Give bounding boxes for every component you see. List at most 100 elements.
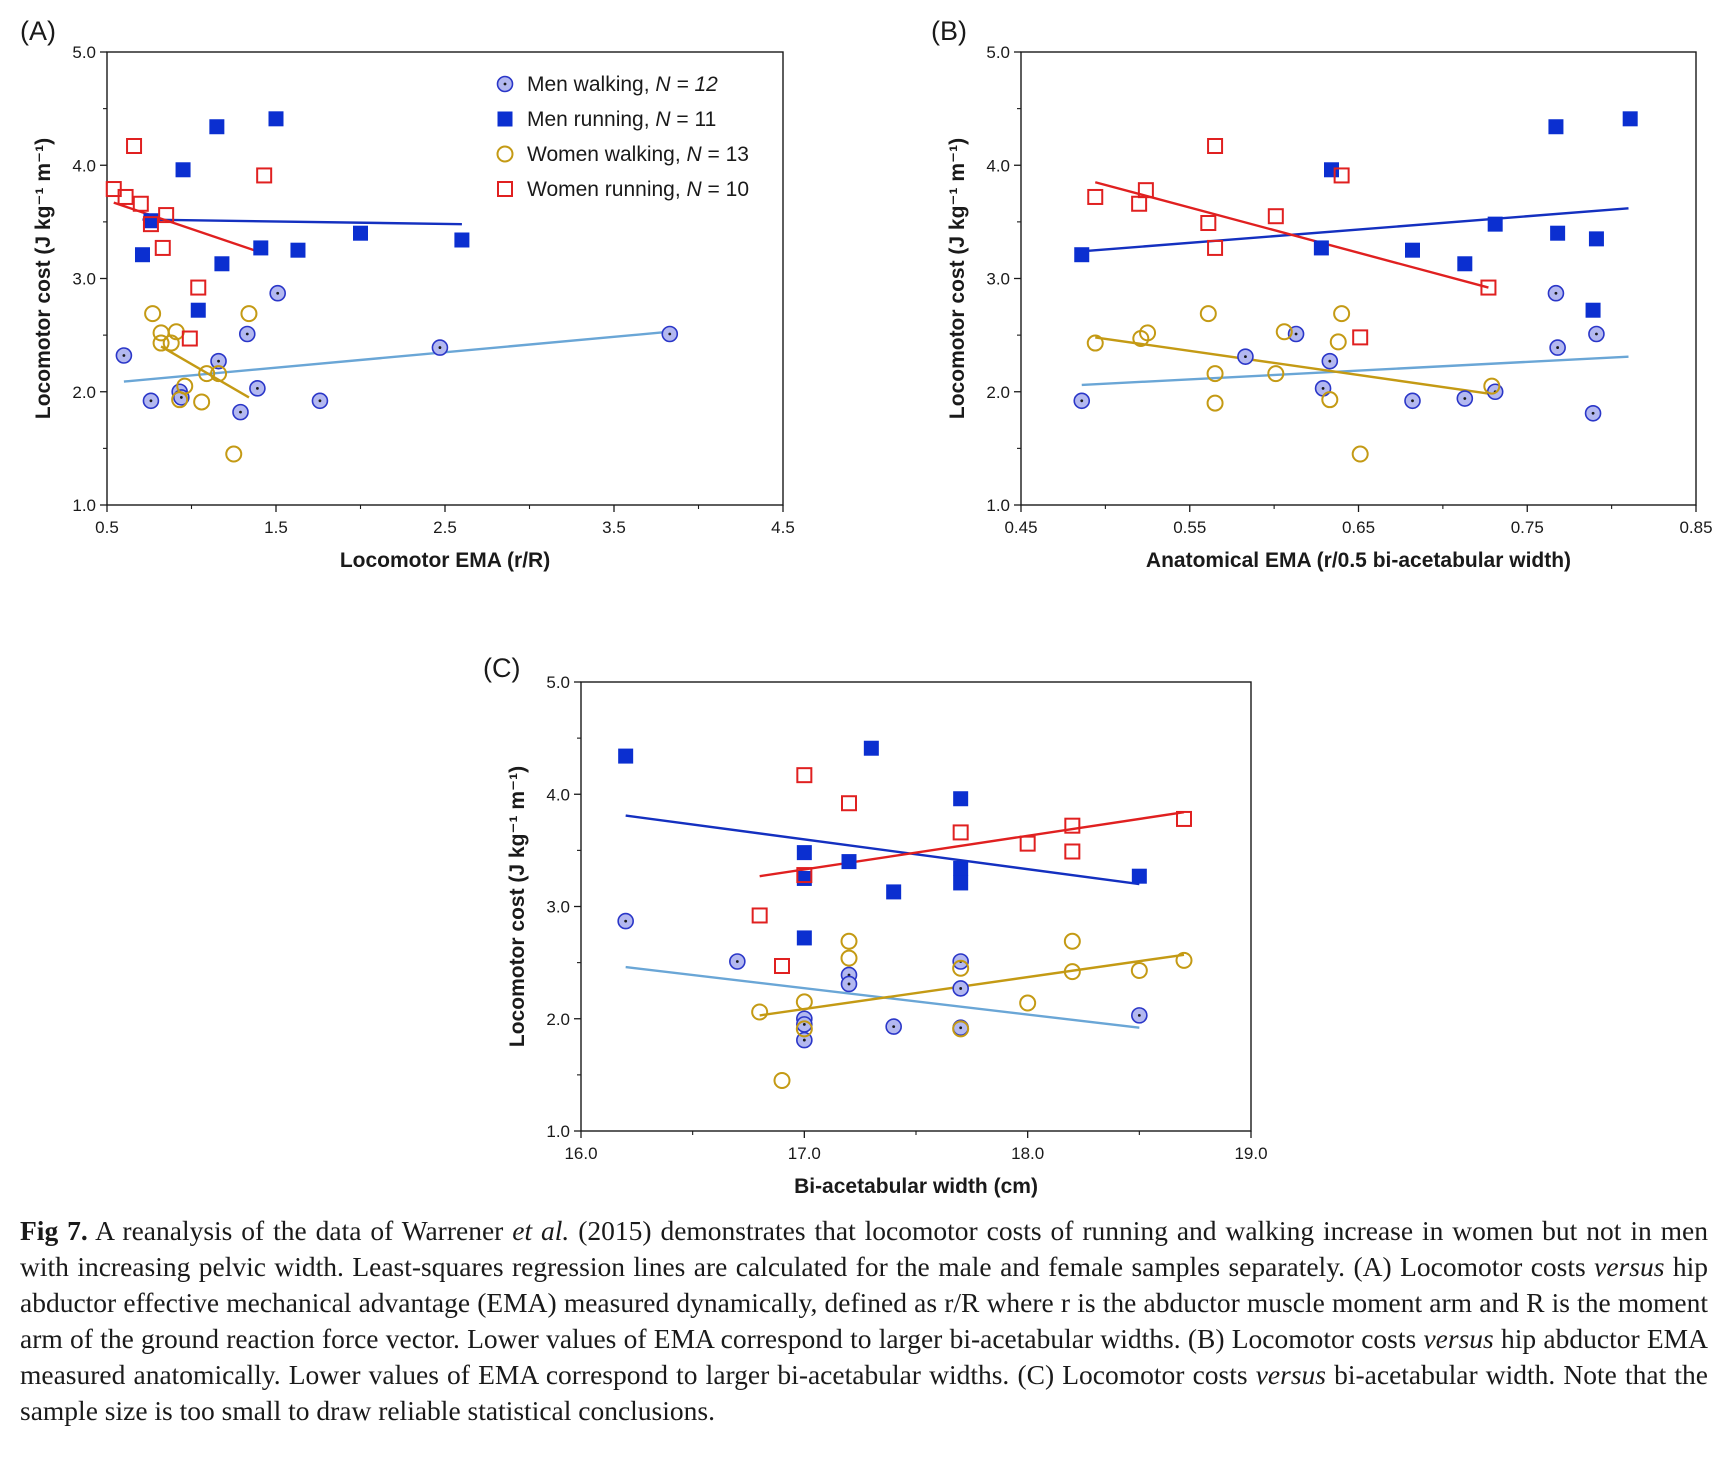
legend-n-label: N xyxy=(655,108,671,131)
men-running-point xyxy=(190,302,206,318)
y-tick-label: 4.0 xyxy=(546,785,570,804)
men-walking-point-dot xyxy=(239,410,242,414)
women-walking-point xyxy=(167,323,185,341)
women-walking-point xyxy=(751,1003,769,1021)
women-walking-point xyxy=(198,365,216,383)
men-walking-point-dot xyxy=(847,973,851,977)
men-walking-point-dot xyxy=(668,332,672,336)
men-walking-point-dot xyxy=(1591,411,1595,415)
women-running-point xyxy=(154,239,171,256)
men-running-point xyxy=(953,860,969,876)
legend-label: Men running, N = 11 xyxy=(527,108,716,131)
women-walking-point xyxy=(1267,365,1285,383)
women-walking-point xyxy=(1206,365,1224,383)
panel-label: (C) xyxy=(483,653,520,683)
figure-caption: Fig 7. A reanalysis of the data of Warre… xyxy=(20,1213,1708,1429)
women-walking-point xyxy=(1206,394,1224,412)
men-walking-point-dot xyxy=(1321,386,1325,390)
men-walking-point-dot xyxy=(179,396,183,399)
women-walking-point xyxy=(1019,994,1037,1012)
men-running-point xyxy=(796,930,812,946)
men-walking-point-dot xyxy=(276,291,280,295)
x-tick-label: 4.5 xyxy=(771,518,795,537)
legend-n-label: N xyxy=(687,178,703,201)
legend-n-label: N xyxy=(655,73,671,96)
men-running-point xyxy=(143,213,159,229)
men-walking-point-dot xyxy=(1294,332,1298,336)
women-walking-point xyxy=(162,334,180,352)
caption-text-4: hip abductor EMA measured anatomically. … xyxy=(20,1323,1708,1390)
women-walking-point xyxy=(1139,324,1157,342)
women-running-point xyxy=(751,907,768,924)
men-running-point xyxy=(796,870,812,886)
women-running-point xyxy=(158,207,175,224)
women-running-point xyxy=(142,216,159,233)
women-walking-point xyxy=(1275,323,1293,341)
women-walking-point xyxy=(952,959,970,977)
women-running-point xyxy=(181,330,198,347)
women-running-point xyxy=(1064,817,1081,834)
chart-panel-1: 0.45 0.55 0.65 0.75 0.85 1.0 2.0 3.0 4.0 5.0 Anato… xyxy=(931,16,1713,572)
men-running-point xyxy=(1588,231,1604,247)
women-walking-point xyxy=(773,1071,791,1089)
women-walking-point xyxy=(225,445,243,463)
women-running-point xyxy=(796,767,813,784)
caption-italic-2: versus xyxy=(1594,1251,1665,1282)
y-tick-label: 2.0 xyxy=(72,383,96,402)
women-walking-point xyxy=(1199,305,1217,323)
women-running-point xyxy=(796,867,813,884)
x-tick-label: 0.75 xyxy=(1511,518,1544,537)
legend-marker-men-running xyxy=(497,111,513,127)
women-walking-point xyxy=(952,1020,970,1038)
men-running-point xyxy=(841,854,857,870)
x-tick-label: 0.5 xyxy=(95,518,119,537)
men-running-point xyxy=(353,225,368,241)
men-running-point xyxy=(1585,302,1601,318)
women-running-point xyxy=(1333,167,1350,184)
y-tick-label: 4.0 xyxy=(72,156,96,175)
x-axis-label: Anatomical EMA (r/0.5 bi-acetabular widt… xyxy=(1146,549,1571,572)
men-walking-point-dot xyxy=(959,1026,963,1030)
x-tick-label: 1.5 xyxy=(264,518,288,537)
legend-label: Men walking, N = 12 xyxy=(527,73,718,96)
x-axis-label: Locomotor EMA (r/R) xyxy=(340,549,550,572)
legend-label: Women running, N = 10 xyxy=(527,178,749,201)
men-running-fit-line xyxy=(142,218,462,226)
women-running-point xyxy=(1176,810,1192,827)
women-walking-point xyxy=(152,334,170,352)
women-walking-fit-line xyxy=(160,345,250,399)
men-running-point xyxy=(175,162,191,178)
men-walking-point-dot xyxy=(959,987,963,990)
women-walking-point xyxy=(240,305,258,323)
men-running-point xyxy=(886,884,902,900)
men-walking-point-dot xyxy=(1463,397,1467,400)
y-tick-label: 2.0 xyxy=(546,1010,570,1029)
women-running-point xyxy=(774,957,790,974)
figure: 0.5 1.5 2.5 3.5 4.5 1.0 2.0 3.0 4.0 5.0 Locomotor … xyxy=(20,16,1713,1198)
y-tick-label: 5.0 xyxy=(72,43,96,62)
women-walking-point xyxy=(193,393,211,411)
chart-panel-2: 16.0 17.0 18.0 19.0 1.0 2.0 3.0 4.0 5.0 Bi-acetab… xyxy=(483,653,1268,1198)
men-walking-point-dot xyxy=(1554,291,1558,295)
women-running-point xyxy=(1137,182,1154,199)
y-tick-label: 3.0 xyxy=(72,270,96,289)
women-running-point xyxy=(952,824,969,841)
men-running-point xyxy=(268,111,284,127)
women-running-point xyxy=(1087,188,1104,205)
women-running-fit-line xyxy=(1094,181,1489,289)
men-running-point xyxy=(1487,216,1503,232)
men-running-point xyxy=(1324,162,1339,178)
y-axis-label: Locomotor cost (J kg⁻¹ m⁻¹) xyxy=(506,766,529,1047)
men-walking-point-dot xyxy=(318,399,322,403)
caption-italic-4: versus xyxy=(1255,1359,1326,1390)
y-tick-label: 1.0 xyxy=(546,1122,570,1141)
legend-marker-women-walking xyxy=(496,145,514,163)
legend-name: Women running, xyxy=(527,178,687,201)
legend-n-value: = 11 xyxy=(671,108,717,131)
men-walking-point-dot xyxy=(1595,332,1598,336)
men-walking-point-dot xyxy=(802,1022,806,1026)
women-running-point xyxy=(132,195,149,212)
legend-n-value: = 12 xyxy=(671,73,719,96)
caption-text-1: A reanalysis of the data of Warrener xyxy=(87,1215,513,1246)
men-running-point xyxy=(796,845,812,861)
